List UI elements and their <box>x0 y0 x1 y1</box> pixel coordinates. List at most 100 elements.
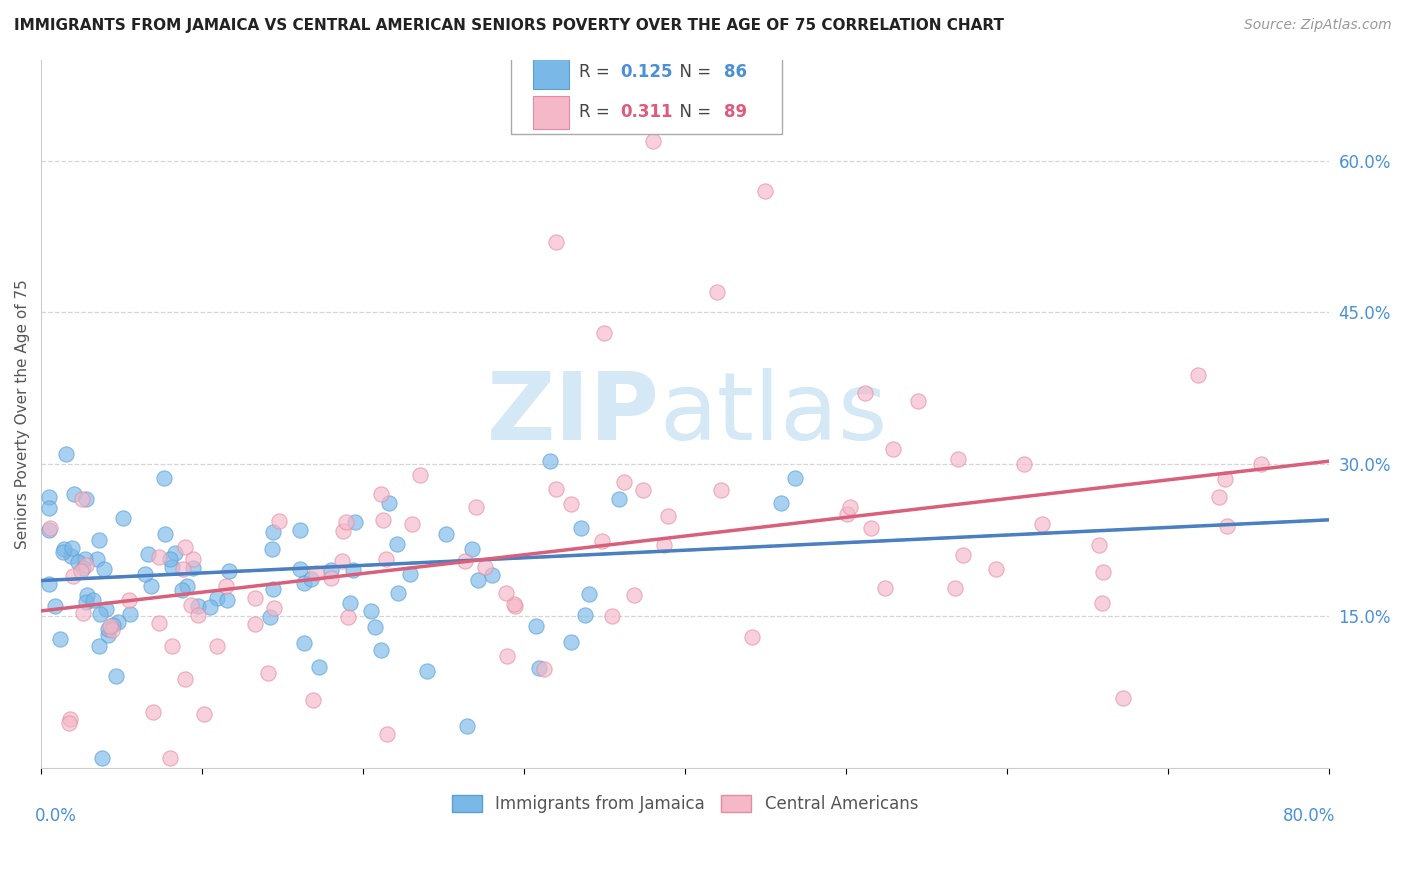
Y-axis label: Seniors Poverty Over the Age of 75: Seniors Poverty Over the Age of 75 <box>15 279 30 549</box>
Point <box>198 599 221 614</box>
Point <box>174 540 197 554</box>
Point <box>193 707 215 722</box>
Point <box>118 607 141 621</box>
Point <box>1091 596 1114 610</box>
Point <box>546 235 568 249</box>
Point <box>60 541 83 555</box>
Point <box>75 595 97 609</box>
Point <box>481 568 503 582</box>
Point <box>243 591 266 605</box>
Point <box>148 549 170 564</box>
Point <box>578 587 600 601</box>
Point <box>330 553 353 567</box>
Text: Source: ZipAtlas.com: Source: ZipAtlas.com <box>1244 18 1392 32</box>
Point <box>75 491 97 506</box>
Point <box>837 507 859 521</box>
Text: ZIP: ZIP <box>486 368 659 459</box>
Point <box>218 564 240 578</box>
Point <box>654 538 676 552</box>
Point <box>1031 516 1053 531</box>
Point <box>461 541 484 556</box>
Point <box>657 509 679 524</box>
Point <box>785 471 807 485</box>
Point <box>89 607 111 621</box>
Point <box>502 597 524 611</box>
Point <box>243 616 266 631</box>
Point <box>172 582 194 597</box>
Text: N =: N = <box>669 62 717 81</box>
Point <box>1208 490 1230 504</box>
Point <box>38 490 60 504</box>
Point <box>456 719 478 733</box>
Point <box>593 326 616 340</box>
Point <box>155 526 177 541</box>
Point <box>260 541 283 556</box>
Point <box>591 533 613 548</box>
Point <box>370 643 392 657</box>
Point <box>72 606 94 620</box>
Point <box>560 496 582 510</box>
Point <box>134 567 156 582</box>
Point <box>153 470 176 484</box>
Point <box>339 596 361 610</box>
Text: 0.0%: 0.0% <box>35 806 76 824</box>
Point <box>1187 368 1209 382</box>
Point <box>256 666 278 681</box>
Point <box>533 662 555 676</box>
Point <box>205 591 228 605</box>
Point <box>495 585 517 599</box>
Point <box>631 483 654 498</box>
Point <box>262 582 284 596</box>
Point <box>378 496 401 510</box>
Point <box>373 514 395 528</box>
Point <box>385 536 408 550</box>
Point <box>569 520 592 534</box>
Point <box>1213 471 1236 485</box>
Point <box>60 549 83 563</box>
Point <box>290 523 312 537</box>
Point <box>165 546 187 560</box>
Point <box>269 514 291 528</box>
Point <box>1091 566 1114 580</box>
Point <box>1216 519 1239 533</box>
Point <box>464 500 486 514</box>
Point <box>39 521 62 535</box>
Text: 89: 89 <box>724 103 747 121</box>
Point <box>374 551 396 566</box>
Point <box>89 533 111 548</box>
Point <box>292 635 315 649</box>
Point <box>205 640 228 654</box>
Point <box>398 566 420 581</box>
Point <box>82 592 104 607</box>
Point <box>93 562 115 576</box>
Point <box>706 285 728 300</box>
Point <box>416 664 439 678</box>
Point <box>72 561 94 575</box>
Point <box>375 726 398 740</box>
Point <box>741 630 763 644</box>
Point <box>159 551 181 566</box>
Point <box>159 750 181 764</box>
Point <box>98 619 121 633</box>
Point <box>117 593 139 607</box>
Point <box>263 601 285 615</box>
Point <box>59 712 82 726</box>
Point <box>139 579 162 593</box>
Point <box>62 569 84 583</box>
Point <box>434 527 457 541</box>
Legend: Immigrants from Jamaica, Central Americans: Immigrants from Jamaica, Central America… <box>444 788 925 820</box>
Point <box>336 610 359 624</box>
Point <box>308 660 330 674</box>
Point <box>641 134 664 148</box>
Point <box>839 500 862 514</box>
FancyBboxPatch shape <box>533 54 569 89</box>
Point <box>952 548 974 562</box>
Text: IMMIGRANTS FROM JAMAICA VS CENTRAL AMERICAN SENIORS POVERTY OVER THE AGE OF 75 C: IMMIGRANTS FROM JAMAICA VS CENTRAL AMERI… <box>14 18 1004 33</box>
Point <box>75 558 97 572</box>
Point <box>112 511 135 525</box>
Text: atlas: atlas <box>659 368 887 459</box>
Point <box>172 562 194 576</box>
Text: N =: N = <box>669 103 717 121</box>
Point <box>97 622 120 636</box>
Point <box>148 616 170 631</box>
